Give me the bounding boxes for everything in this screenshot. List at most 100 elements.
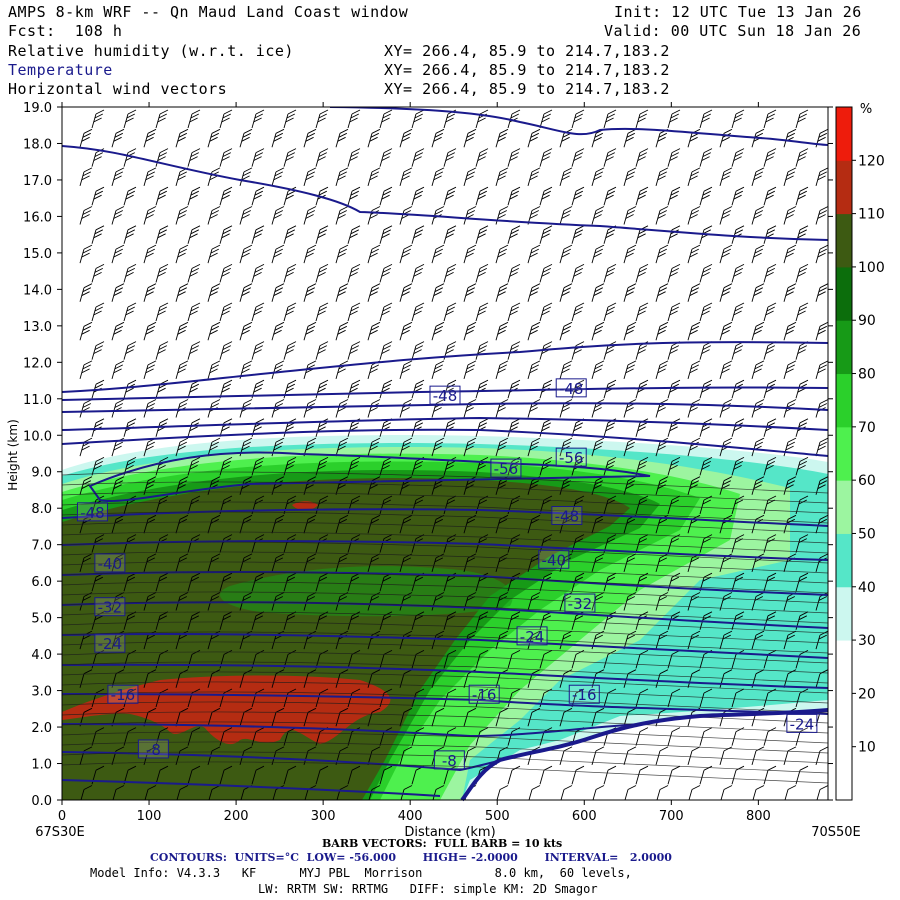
wind-barb-feather [113, 445, 122, 451]
wind-barb [207, 210, 213, 225]
wind-barb-feather [434, 132, 444, 138]
wind-barb-feather [371, 206, 381, 211]
wind-barb-feather [817, 136, 826, 142]
wind-barb-feather [159, 765, 169, 771]
wind-barb-feather [317, 387, 326, 393]
wind-barb-feather [305, 445, 314, 451]
wind-barb [731, 770, 737, 785]
wind-barb-feather [211, 592, 221, 597]
wind-barb-feather [82, 364, 92, 370]
wind-barb-feather [273, 484, 282, 490]
wind-barb [443, 461, 449, 476]
contour-label-box [107, 684, 139, 704]
wind-barb-feather [159, 302, 169, 308]
wind-barb-feather [370, 596, 380, 601]
wind-barb-feather [445, 464, 454, 470]
wind-barb-feather [381, 349, 390, 355]
wind-barb-feather [765, 194, 774, 200]
wind-barb-feather [703, 148, 713, 154]
wind-barb-feather [542, 383, 552, 389]
wind-barb-feather [254, 113, 264, 119]
wind-barb-feather [370, 171, 380, 177]
wind-barb [763, 384, 769, 399]
wind-barb-feather [561, 329, 570, 335]
wind-barb-feather [145, 484, 154, 490]
wind-barb [507, 770, 513, 785]
wind-barb-feather [402, 171, 412, 177]
wind-barb [239, 210, 245, 225]
wind-barb-feather [659, 746, 669, 752]
wind-barb-feather [145, 445, 154, 451]
wind-barb-feather [435, 128, 445, 134]
wind-barb-feather [542, 229, 552, 235]
wind-barb [271, 441, 277, 457]
wind-barb-feather [433, 445, 442, 451]
wind-barb [411, 731, 417, 746]
wind-barb-feather [285, 426, 294, 432]
wind-barb-feather [626, 171, 636, 177]
wind-barb-feather [337, 368, 346, 374]
wind-barb-feather [574, 383, 584, 389]
wind-barb-feather [369, 175, 378, 181]
wind-barb-feather [369, 484, 378, 490]
wind-barb-feather [95, 534, 105, 540]
wind-barb [795, 152, 801, 167]
wind-barb [623, 287, 629, 302]
wind-barb [335, 171, 341, 187]
temperature-contour [62, 402, 828, 413]
wind-barb-feather [287, 534, 297, 540]
wind-barb-feather [369, 368, 378, 374]
wind-barb-feather [81, 252, 90, 258]
wind-barb [187, 384, 193, 399]
wind-barb-feather [191, 534, 201, 540]
wind-barb-feather [466, 132, 476, 138]
wind-barb [667, 461, 673, 476]
wind-barb [475, 538, 481, 553]
wind-barb-feather [243, 399, 253, 404]
wind-barb-feather [286, 615, 296, 621]
wind-barb-feather [543, 225, 553, 231]
wind-barb-feather [222, 615, 232, 621]
wind-barb-feather [253, 426, 262, 432]
wind-barb-feather [210, 403, 220, 408]
wind-barb [463, 441, 469, 457]
wind-barb-feather [243, 553, 253, 559]
wind-barb-feather [371, 283, 381, 289]
wind-barb [795, 345, 801, 360]
wind-barb-feather [383, 495, 393, 501]
wind-barb [315, 770, 321, 785]
temperature-contour [329, 107, 828, 146]
wind-barb-feather [819, 360, 828, 366]
wind-barb-feather [403, 785, 413, 790]
wind-barb-feather [606, 113, 616, 119]
wind-barb-feather [255, 263, 265, 269]
wind-barb-feather [113, 252, 122, 258]
wind-barb-feather [191, 649, 201, 655]
wind-barb-feather [223, 109, 233, 115]
wind-barb-feather [798, 152, 808, 158]
wind-barb-feather [211, 128, 221, 134]
wind-barb [219, 577, 225, 592]
wind-barb [315, 384, 321, 399]
wind-barb-feather [381, 464, 390, 470]
wind-barb [719, 634, 725, 650]
wind-barb-feather [351, 495, 361, 501]
wind-barb-feather [691, 669, 701, 675]
wind-barb-feather [159, 495, 169, 501]
rh-contour [62, 481, 828, 504]
wind-barb-feather [255, 534, 265, 540]
rh-contour [62, 501, 828, 524]
wind-barb-feather [401, 407, 410, 412]
wind-barb-feather [818, 480, 828, 486]
wind-barb-feather [287, 109, 297, 115]
wind-barb-feather [349, 271, 358, 277]
wind-barb [111, 519, 117, 534]
wind-barb-feather [287, 572, 297, 578]
wind-barb-feather [498, 557, 508, 563]
wind-barb [655, 326, 661, 341]
wind-barb [91, 538, 97, 553]
wind-barb-feather [434, 480, 444, 486]
wind-barb-feather [447, 649, 457, 655]
wind-barb [655, 557, 661, 573]
wind-barb-feather [221, 349, 230, 355]
